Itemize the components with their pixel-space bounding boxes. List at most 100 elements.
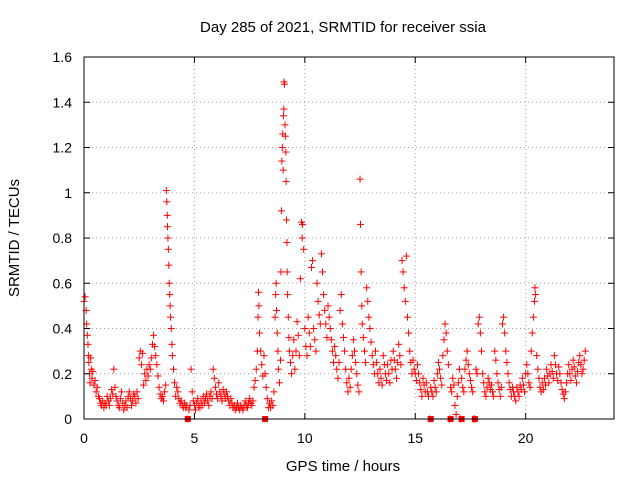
data-point — [345, 374, 353, 382]
x-tick-label: 15 — [407, 430, 423, 446]
data-point — [151, 343, 159, 351]
data-point — [503, 358, 511, 366]
data-point — [560, 395, 568, 403]
data-point — [534, 365, 542, 373]
data-point — [543, 365, 551, 373]
data-point — [478, 347, 485, 355]
data-point — [581, 347, 589, 355]
data-point — [396, 352, 404, 360]
data-point — [271, 313, 279, 321]
data-point — [173, 383, 181, 391]
data-point — [357, 268, 365, 276]
data-point — [417, 386, 425, 394]
data-point — [356, 220, 364, 228]
data-point — [112, 392, 120, 400]
data-point — [127, 401, 135, 409]
data-point — [337, 291, 345, 299]
data-point — [335, 358, 343, 366]
data-point — [273, 329, 281, 337]
data-point — [93, 383, 101, 391]
data-point — [86, 379, 94, 387]
data-point — [550, 352, 558, 360]
data-point — [504, 370, 512, 378]
data-point — [263, 395, 271, 403]
y-tick-label: 0 — [64, 411, 72, 427]
data-point — [83, 331, 91, 339]
data-point — [352, 358, 360, 366]
data-point — [187, 365, 195, 373]
data-point — [162, 186, 170, 194]
y-tick-label: 0.4 — [53, 321, 73, 337]
data-point — [401, 297, 409, 305]
y-tick-labels: 0 0.2 0.4 0.6 0.8 1 1.2 1.4 1.6 — [53, 49, 73, 427]
data-point — [281, 80, 289, 88]
data-point — [440, 336, 448, 344]
data-point — [465, 370, 473, 378]
data-point — [321, 306, 329, 314]
data-point — [379, 352, 387, 360]
data-point — [137, 361, 145, 369]
data-point — [402, 252, 410, 260]
data-point — [418, 392, 426, 400]
data-point — [492, 356, 500, 364]
data-point — [111, 383, 119, 391]
data-point — [152, 352, 160, 360]
data-point — [339, 334, 347, 342]
data-point — [279, 112, 287, 120]
data-point — [529, 313, 537, 321]
data-point — [192, 406, 200, 414]
data-point — [576, 352, 584, 360]
data-point — [185, 406, 193, 414]
data-point — [303, 352, 311, 360]
data-point — [284, 313, 292, 321]
x-tick-label: 0 — [80, 430, 88, 446]
data-point — [269, 401, 277, 409]
data-point — [116, 395, 124, 403]
data-point — [479, 370, 487, 378]
data-point — [171, 379, 179, 387]
data-point — [277, 356, 285, 364]
data-point — [310, 325, 318, 332]
data-point — [518, 374, 526, 382]
data-point — [367, 338, 375, 346]
data-point — [146, 365, 154, 373]
data-point — [512, 397, 520, 405]
data-point — [260, 352, 268, 360]
data-point — [439, 352, 447, 360]
data-point — [294, 331, 302, 339]
data-point — [110, 365, 118, 373]
data-point — [154, 372, 162, 380]
data-point — [305, 329, 313, 337]
data-point — [356, 175, 364, 183]
data-point — [167, 325, 175, 332]
data-point — [315, 311, 323, 319]
axis-ticks — [83, 56, 614, 420]
data-point — [243, 404, 251, 412]
data-point — [210, 374, 218, 382]
data-point — [162, 381, 170, 389]
data-point — [450, 381, 458, 389]
data-point — [441, 320, 449, 328]
data-point — [254, 288, 262, 296]
data-point — [125, 388, 133, 396]
data-point — [422, 379, 430, 387]
data-point — [363, 284, 371, 292]
data-point — [81, 293, 89, 301]
data-point — [142, 377, 150, 385]
data-point — [320, 291, 328, 299]
data-point — [466, 377, 474, 385]
data-point — [397, 361, 405, 369]
data-point — [442, 329, 450, 337]
x-axis-label: GPS time / hours — [286, 458, 400, 475]
data-point — [451, 401, 459, 409]
data-point — [155, 383, 163, 391]
data-point — [556, 370, 564, 378]
data-point — [344, 388, 352, 396]
data-point — [336, 306, 344, 314]
data-point — [472, 365, 480, 373]
data-point — [533, 352, 541, 360]
data-point — [135, 354, 143, 362]
data-point — [205, 401, 213, 409]
data-point — [474, 320, 482, 328]
data-point — [92, 388, 100, 396]
